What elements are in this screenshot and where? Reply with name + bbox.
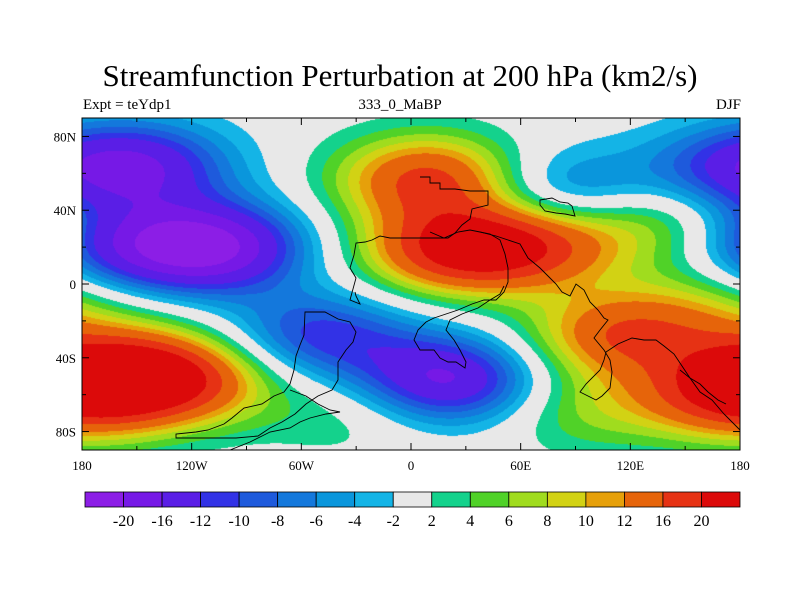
y-axis: 80N 40N 0 40S 80S [54,129,740,440]
colorbar-swatch [508,491,548,508]
colorbar-swatch [161,491,201,508]
x-axis: 180 120W 60W 0 60E 120E 180 [72,118,750,473]
colorbar-swatch [354,491,394,508]
colorbar-swatch [662,491,702,508]
colorbar-swatch [431,491,471,508]
colorbar-swatch [277,491,317,508]
coastline-australia [679,369,740,431]
colorbar-label: 6 [505,513,513,530]
colorbar-label: -16 [151,513,172,530]
coastline-south-america [175,311,357,439]
colorbar-label: -8 [271,513,284,530]
colorbar-label: 20 [693,513,709,530]
colorbar-label: -10 [228,513,249,530]
colorbar-label: -6 [310,513,323,530]
colorbar-swatch [123,491,163,508]
colorbar-label: 16 [655,513,671,530]
contour-field [82,118,740,450]
y-tick-label: 80N [54,129,77,144]
y-tick-label: 40N [54,203,77,218]
colorbar-label: -4 [348,513,361,530]
period-label: 333_0_MaBP [358,97,442,113]
x-tick-label: 180 [730,458,750,473]
colorbar-swatch [585,491,625,508]
coastline-antarctica [229,389,341,450]
x-tick-label: 180 [72,458,92,473]
y-tick-label: 40S [56,351,76,366]
coastline-africa [413,229,509,369]
coastline-north-america [349,176,489,305]
y-tick-label: 80S [56,425,76,440]
colorbar-label: 12 [616,513,632,530]
coastlines [175,176,740,450]
colorbar-swatch [392,491,433,508]
colorbar-label: -2 [387,513,400,530]
y-tick-label: 0 [70,277,77,292]
colorbar-swatch [469,491,510,508]
chart-title: Streamfunction Perturbation at 200 hPa (… [102,58,698,93]
x-tick-label: 120E [617,458,645,473]
x-tick-label: 120W [176,458,209,473]
x-tick-label: 60W [289,458,315,473]
colorbar-swatch [238,491,279,508]
colorbar: -20 -16 -12 -10 -8 -6 -4 -2 2 4 6 8 10 12 16 20 [84,491,741,530]
colorbar-swatch [546,491,587,508]
colorbar-swatch [200,491,240,508]
colorbar-swatch [315,491,356,508]
colorbar-label: -20 [113,513,134,530]
colorbar-label: 8 [543,513,551,530]
colorbar-label: -12 [190,513,211,530]
season-label: DJF [715,97,741,113]
coastline-asia [479,231,727,405]
colorbar-swatch [84,491,124,508]
colorbar-label: 2 [428,513,436,530]
colorbar-swatch [624,491,664,508]
experiment-label: Expt = teYdp1 [83,97,172,113]
coastline-greenland [539,197,576,217]
colorbar-label: 10 [578,513,594,530]
x-tick-label: 60E [510,458,531,473]
colorbar-label: 4 [466,513,474,530]
x-tick-label: 0 [408,458,415,473]
colorbar-swatch [701,491,741,508]
